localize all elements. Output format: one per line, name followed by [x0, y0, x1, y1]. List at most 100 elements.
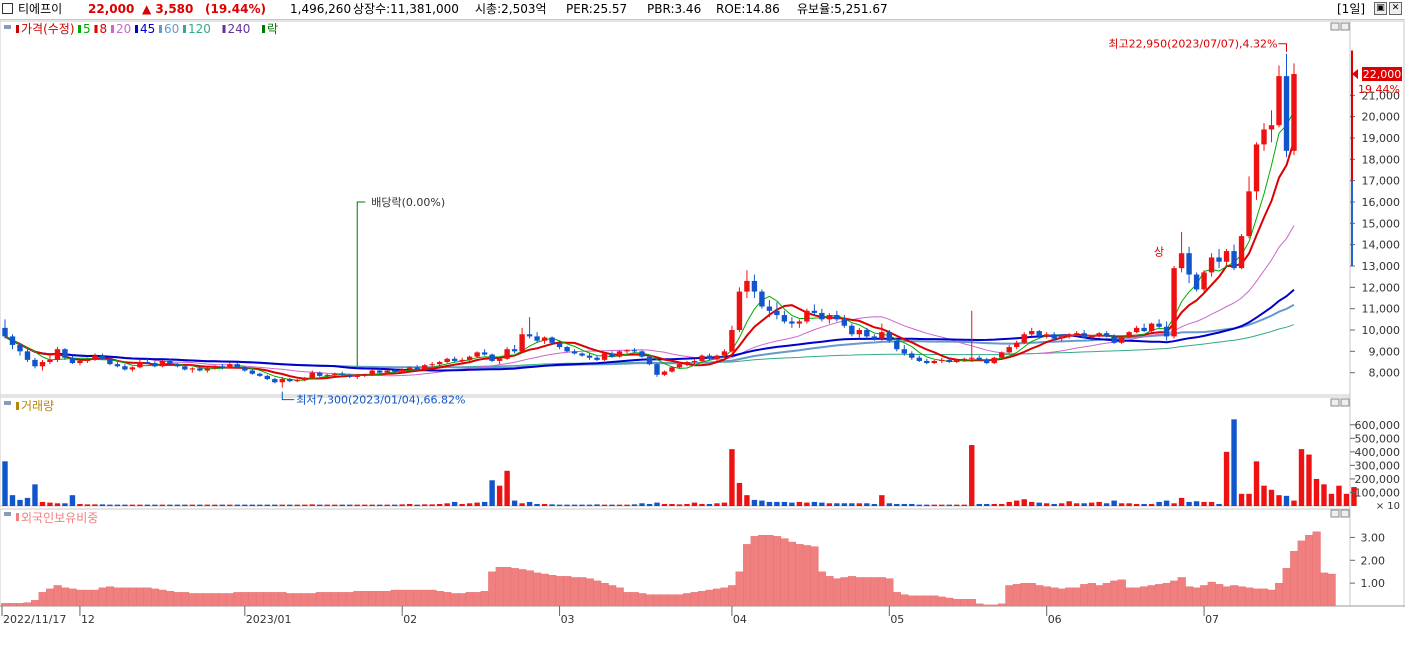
- candle: [54, 347, 61, 362]
- volume-bar: [429, 504, 435, 506]
- candle: [1118, 336, 1125, 344]
- candle-body: [1216, 257, 1222, 262]
- candle: [1029, 327, 1035, 337]
- candle-body: [826, 315, 833, 320]
- candle-body: [84, 359, 91, 361]
- candle: [541, 336, 548, 344]
- volume-pane[interactable]: [2, 419, 1357, 506]
- price-tick-label: 9,000: [1369, 345, 1401, 358]
- candle: [391, 368, 398, 373]
- candle: [639, 350, 645, 358]
- candle: [1291, 63, 1297, 156]
- volume-bar: [1351, 487, 1357, 506]
- candle: [1066, 333, 1072, 339]
- foreign-ownership-bar: [375, 590, 384, 607]
- candle-body: [1178, 253, 1185, 269]
- volume-bar: [676, 504, 683, 506]
- volume-bar: [1193, 501, 1200, 506]
- foreign-tick-label: 3.00: [1361, 531, 1386, 544]
- x-tick-label: 12: [81, 613, 95, 626]
- x-tick-label: 05: [890, 613, 904, 626]
- select-checkbox[interactable]: [2, 3, 13, 14]
- volume-bar: [759, 500, 765, 506]
- candle: [1261, 123, 1267, 151]
- foreign-ownership-bar: [61, 587, 70, 607]
- foreign-ownership-bar: [360, 590, 369, 607]
- candle: [504, 347, 510, 360]
- candle-body: [639, 351, 645, 357]
- candle: [332, 372, 338, 376]
- candle-body: [17, 344, 23, 352]
- volume-bar: [1253, 461, 1260, 506]
- volume-bar: [496, 485, 503, 506]
- candle: [99, 353, 106, 360]
- price-pane[interactable]: [2, 53, 1297, 388]
- x-tick-label: 03: [561, 613, 575, 626]
- candle-body: [721, 351, 728, 356]
- candle-body: [1021, 334, 1027, 343]
- candle: [1171, 266, 1177, 339]
- foreign-ownership-bar: [1140, 586, 1149, 607]
- foreign-ownership-pane[interactable]: [1, 531, 1336, 607]
- candle: [362, 373, 368, 377]
- volume-bar: [204, 504, 211, 506]
- foreign-ownership-bar: [308, 593, 317, 607]
- volume-bar: [624, 504, 630, 506]
- foreign-ownership-bar: [488, 571, 497, 607]
- candle: [999, 351, 1005, 359]
- candle: [1043, 332, 1050, 339]
- candle: [796, 319, 803, 328]
- maximize-button[interactable]: ▣: [1374, 2, 1387, 15]
- reserve-ratio: 유보율:5,251.67: [797, 2, 888, 16]
- candle: [189, 367, 196, 373]
- foreign-ownership-bar: [390, 589, 399, 607]
- candle-body: [819, 312, 825, 320]
- volume-bar: [1283, 495, 1290, 506]
- volume-bar: [819, 502, 825, 506]
- candle-body: [856, 330, 863, 335]
- candle: [811, 304, 818, 316]
- volume-bar: [1006, 501, 1012, 506]
- candle-body: [999, 352, 1005, 358]
- candle-body: [646, 356, 653, 365]
- candle: [377, 368, 383, 374]
- volume-bar: [189, 504, 196, 506]
- candle-body: [834, 315, 840, 320]
- candle-body: [841, 319, 848, 326]
- foreign-ownership-bar: [345, 592, 354, 607]
- candle: [616, 350, 623, 358]
- legend-label: 60: [164, 22, 179, 36]
- volume-bar: [654, 502, 660, 506]
- candle: [1133, 325, 1140, 334]
- candle-body: [526, 334, 533, 337]
- volume-bar: [481, 501, 488, 506]
- candle-body: [137, 362, 143, 368]
- foreign-ownership-bar: [143, 587, 152, 607]
- x-tick-label: 2023/01: [246, 613, 292, 626]
- candle: [714, 354, 720, 361]
- candle: [9, 334, 16, 350]
- foreign-ownership-bar: [967, 598, 976, 607]
- candle-body: [406, 367, 413, 370]
- candle: [1223, 248, 1230, 266]
- volume-bar: [541, 503, 548, 506]
- period-selector[interactable]: [1일]: [1337, 2, 1366, 16]
- candle-body: [931, 360, 937, 364]
- candle: [69, 355, 76, 365]
- current-price-label: 22,000: [1363, 68, 1402, 81]
- stock-chart[interactable]: 8,000 9,000 10,000 11,000 12,000 13,000 14,000…: [0, 20, 1405, 648]
- candle-body: [1193, 274, 1200, 290]
- candle: [1193, 272, 1200, 292]
- price-tick-label: 17,000: [1362, 175, 1401, 188]
- price-tick-label: 12,000: [1362, 281, 1401, 294]
- volume-bar: [1276, 495, 1282, 506]
- foreign-pane-title: 외국인보유비중: [21, 511, 98, 525]
- candle-body: [684, 362, 690, 365]
- candle-body: [751, 280, 758, 292]
- close-button[interactable]: ✕: [1389, 2, 1402, 15]
- volume-bar: [579, 504, 585, 506]
- foreign-ownership-bar: [900, 594, 909, 607]
- volume-bar: [309, 504, 315, 506]
- candle-body: [324, 374, 330, 376]
- candle-body: [571, 351, 578, 354]
